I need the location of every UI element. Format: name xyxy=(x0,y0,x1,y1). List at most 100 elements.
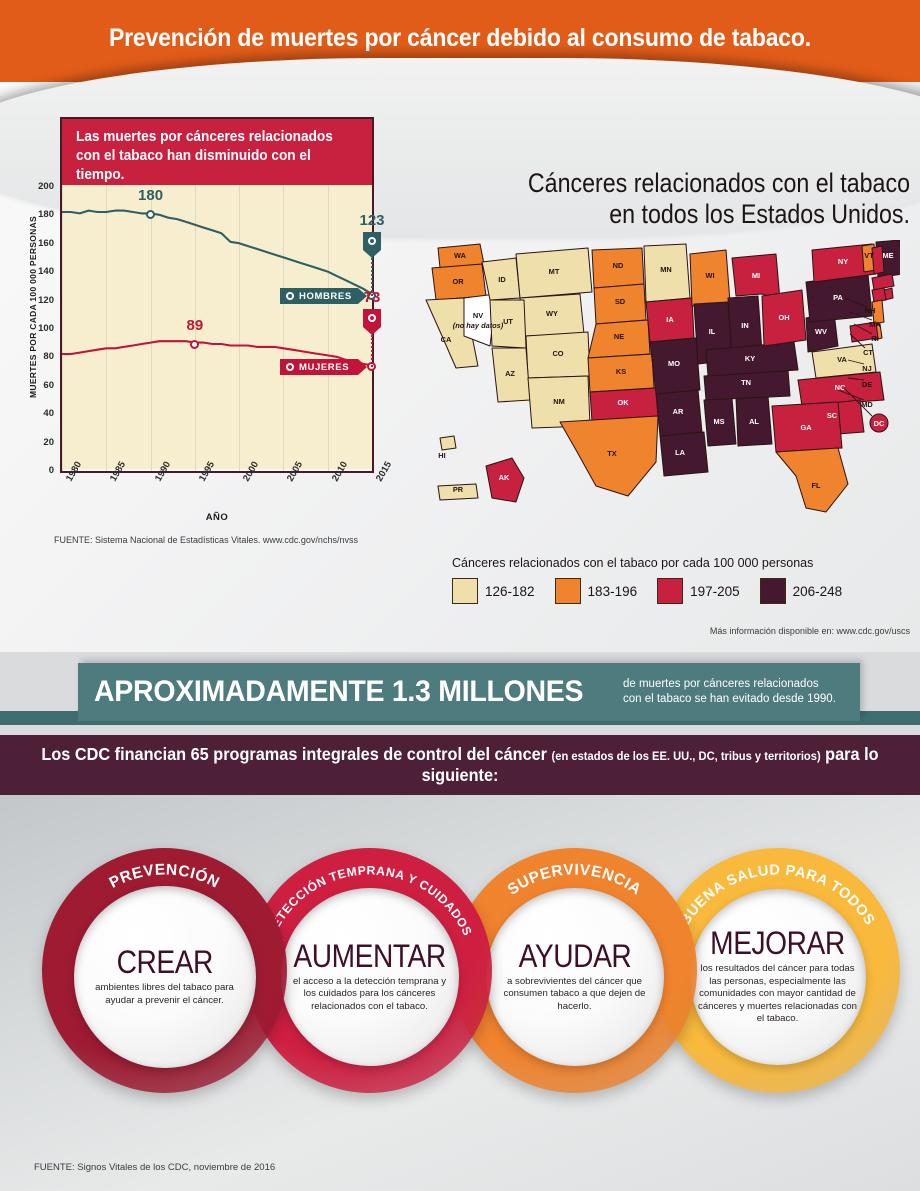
map-state-oh[interactable] xyxy=(761,289,807,347)
map-state-label-wy: WY xyxy=(546,309,558,318)
program-circle-body: los resultados del cáncer para todas las… xyxy=(698,963,857,1025)
map-state-nc[interactable] xyxy=(797,371,885,407)
map-state-hi[interactable] xyxy=(439,435,457,451)
chart-headline-line1: Las muertes por cánceres relacionados xyxy=(76,129,333,145)
map-legend-label: 126-182 xyxy=(485,583,535,599)
map-state-label-ri: RI xyxy=(871,334,878,343)
map-state-label-oh: OH xyxy=(778,313,789,322)
chart-band xyxy=(62,298,372,356)
program-circle-body: ambientes libres del tabaco para ayudar … xyxy=(95,982,234,1006)
map-state-label-ny: NY xyxy=(838,257,848,266)
map-state-mo[interactable] xyxy=(649,337,701,395)
map-state-label-mn: MN xyxy=(660,265,672,274)
map-state-label-nh: NH xyxy=(865,306,876,315)
chart-y-tick: 100 xyxy=(38,323,54,334)
map-title-line2: en todos los Estados Unidos. xyxy=(609,199,910,229)
map-legend-swatch xyxy=(759,578,786,604)
program-circle-body: el acceso a la detección temprana y los … xyxy=(292,975,447,1012)
program-circle-3[interactable]: AYUDAR a sobrevivientes del cáncer que co… xyxy=(452,848,697,1093)
map-state-id[interactable] xyxy=(481,257,521,301)
map-state-label-il: IL xyxy=(709,327,716,336)
map-state-dc[interactable] xyxy=(869,413,889,433)
program-circle-inner: CREAR ambientes libres del tabaco para ay… xyxy=(73,885,256,1068)
map-source-note: Más información disponible en: www.cdc.g… xyxy=(709,626,910,636)
program-circle-inner: AUMENTAR el acceso a la detección tempran… xyxy=(280,887,459,1066)
map-legend-title: Cánceres relacionados con el tabaco por … xyxy=(452,556,814,570)
chart-line-mujeres xyxy=(62,340,372,367)
map-leader-line-ma xyxy=(849,311,873,321)
map-state-label-co: CO xyxy=(552,349,563,358)
map-state-ga[interactable] xyxy=(771,401,843,453)
maroon-banner-text: Los CDC financian 65 programas integrale… xyxy=(32,744,888,786)
map-legend-label: 206-248 xyxy=(792,583,843,599)
line-chart-panel: Las muertes por cánceres relacionados co… xyxy=(12,112,395,642)
program-circle-1[interactable]: CREAR ambientes libres del tabaco para ay… xyxy=(42,848,287,1093)
map-state-ct[interactable] xyxy=(871,287,887,303)
chart-x-axis-label: AÑO xyxy=(205,512,229,523)
map-state-label-id: ID xyxy=(498,275,506,284)
program-circle-word: AUMENTAR xyxy=(293,937,446,974)
us-choropleth-map: WA OR CA NV ID MT WY UT CO AZ NM ND SD NE KS OK TX MN IA MO… xyxy=(425,240,900,513)
program-circle-word: CREAR xyxy=(116,944,213,981)
chart-value-label: 73 xyxy=(363,289,381,307)
map-state-label-az: AZ xyxy=(505,369,515,378)
chart-gridline xyxy=(150,185,152,471)
map-leader-line-ri xyxy=(853,323,873,335)
flag-arrow xyxy=(358,359,367,376)
map-state-mt[interactable] xyxy=(515,247,593,299)
chart-gridline xyxy=(239,185,241,471)
program-circle-inner: AYUDAR a sobrevivientes del cáncer que co… xyxy=(485,887,664,1066)
map-state-label-vt: VT xyxy=(864,251,874,260)
map-state-label-sc: SC xyxy=(827,411,838,420)
map-state-nj[interactable] xyxy=(871,299,885,325)
map-state-nh[interactable] xyxy=(871,245,885,275)
map-state-label-de: DE xyxy=(862,380,872,389)
map-state-md[interactable] xyxy=(849,321,879,343)
map-legend-item: 197-205 xyxy=(657,578,740,604)
map-state-label-mi: MI xyxy=(752,271,760,280)
pin-tip xyxy=(363,250,381,259)
map-state-label-va: VA xyxy=(837,355,847,364)
map-title-line1: Cánceres relacionados con el tabaco xyxy=(527,168,910,198)
map-state-label-md: MD xyxy=(861,400,873,409)
map-legend-swatch xyxy=(452,578,478,604)
map-state-label-nm: NM xyxy=(553,397,565,406)
chart-pin-connector xyxy=(371,335,373,368)
map-legend: 126-182 183-196 197-205 206-248 xyxy=(452,578,842,604)
map-state-label-or: OR xyxy=(452,277,464,286)
maroon-text-part2: para lo siguiente: xyxy=(421,744,879,785)
map-state-label-wi: WI xyxy=(705,271,714,280)
chart-series-layer xyxy=(62,209,372,367)
map-state-ma[interactable] xyxy=(871,273,895,291)
map-state-label-tx: TX xyxy=(607,449,617,458)
chart-band xyxy=(62,412,372,469)
program-circles: CREAR ambientes libres del tabaco para ay… xyxy=(0,840,920,1110)
flag-arrow xyxy=(358,288,367,305)
map-state-label-ne: NE xyxy=(614,332,624,341)
map-state-label-dc: DC xyxy=(874,419,885,428)
chart-y-axis-label: MUERTES POR CADA 100 000 PERSONAS xyxy=(28,216,38,398)
chart-data-point xyxy=(189,339,199,349)
pin-ring xyxy=(368,314,376,323)
teal-banner-subtext-line2: con el tabaco se han evitado desde 1990. xyxy=(622,693,836,705)
map-state-la[interactable] xyxy=(659,431,709,477)
chart-end-pin xyxy=(363,232,381,259)
map-state-label-wa: WA xyxy=(454,251,467,260)
chart-series-legend-label: MUJERES xyxy=(299,361,350,373)
map-leader-line-nh xyxy=(844,297,868,308)
map-state-nv[interactable] xyxy=(463,293,497,347)
map-legend-item: 183-196 xyxy=(554,578,637,604)
pin-tip xyxy=(363,327,381,336)
chart-gridline xyxy=(283,185,285,471)
chart-series-flag: HOMBRES xyxy=(280,288,367,305)
map-state-label-ky: KY xyxy=(745,354,755,363)
chart-x-tick: 2015 xyxy=(374,459,395,484)
chart-y-tick: 140 xyxy=(38,266,54,278)
map-state-label-ma: MA xyxy=(869,320,881,329)
map-state-label-tn: TN xyxy=(741,378,751,387)
map-state-fl[interactable] xyxy=(775,447,849,513)
map-state-pr[interactable] xyxy=(437,483,479,501)
map-state-label-nc: NC xyxy=(835,383,846,392)
map-state-label-ok: OK xyxy=(617,398,629,407)
map-state-ak[interactable] xyxy=(485,457,525,503)
